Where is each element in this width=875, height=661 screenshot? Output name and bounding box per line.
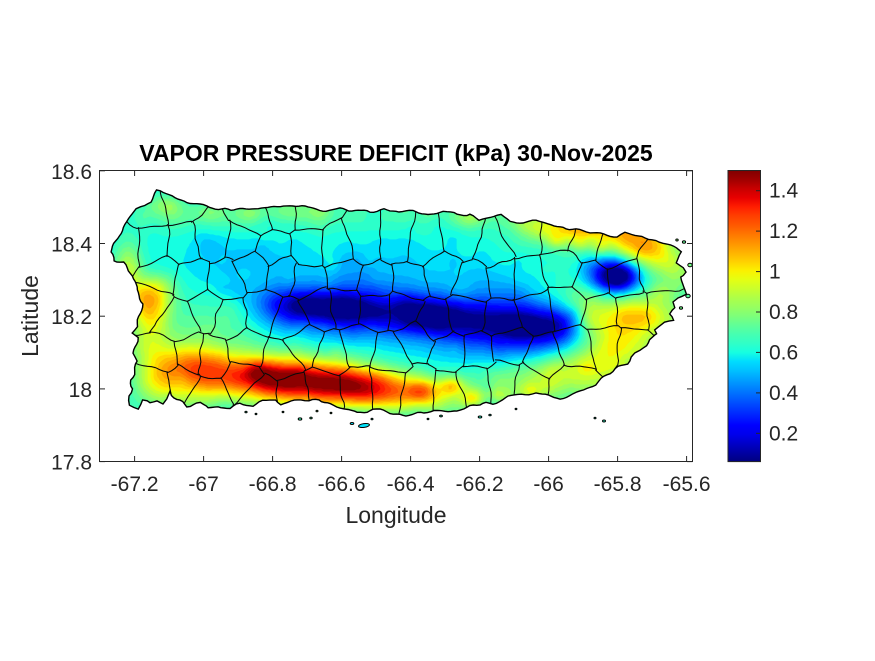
svg-text:18: 18 [69, 379, 92, 402]
svg-text:-66.2: -66.2 [456, 473, 504, 496]
svg-text:18.2: 18.2 [51, 306, 92, 329]
svg-text:0.4: 0.4 [769, 382, 799, 405]
svg-text:0.8: 0.8 [769, 301, 798, 324]
svg-text:1.4: 1.4 [769, 180, 799, 203]
svg-text:-67.2: -67.2 [111, 473, 159, 496]
svg-text:1.2: 1.2 [769, 220, 798, 243]
svg-text:-66.8: -66.8 [249, 473, 297, 496]
svg-text:-65.8: -65.8 [594, 473, 642, 496]
svg-text:0.2: 0.2 [769, 422, 798, 445]
svg-text:18.4: 18.4 [51, 234, 92, 257]
svg-text:18.6: 18.6 [51, 161, 92, 184]
svg-text:0.6: 0.6 [769, 341, 798, 364]
svg-text:Longitude: Longitude [345, 502, 446, 528]
svg-text:17.8: 17.8 [51, 452, 92, 475]
svg-text:-66: -66 [533, 473, 563, 496]
svg-text:-67: -67 [188, 473, 218, 496]
svg-text:1: 1 [769, 261, 781, 284]
svg-text:VAPOR PRESSURE DEFICIT (kPa) 3: VAPOR PRESSURE DEFICIT (kPa) 30-Nov-2025 [139, 140, 653, 166]
svg-text:-65.6: -65.6 [663, 473, 711, 496]
svg-text:Latitude: Latitude [17, 275, 43, 357]
svg-text:-66.4: -66.4 [387, 473, 435, 496]
svg-text:-66.6: -66.6 [318, 473, 366, 496]
